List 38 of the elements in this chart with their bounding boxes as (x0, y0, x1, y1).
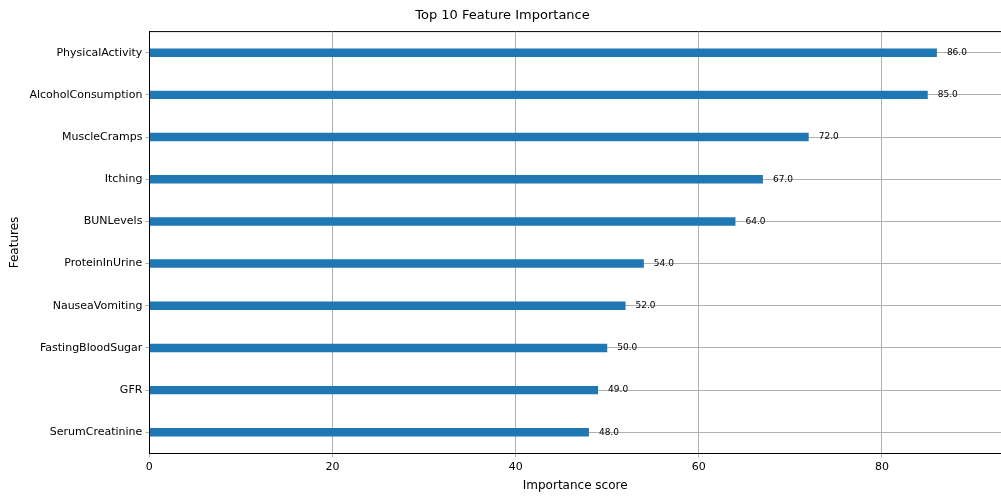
y-tick-label: AlcoholConsumption (29, 87, 143, 101)
y-tick-label: FastingBloodSugar (40, 340, 143, 354)
y-tick-label: GFR (119, 382, 143, 396)
bar (149, 301, 626, 310)
y-tick-label: MuscleCramps (61, 129, 143, 143)
data-label: 85.0 (937, 89, 959, 100)
bar (149, 428, 589, 437)
x-tick-label: 60 (691, 459, 706, 473)
data-label: 49.0 (608, 384, 629, 395)
x-tick-label: 80 (874, 459, 889, 473)
data-label: 50.0 (617, 342, 638, 353)
x-tick-label: 20 (325, 459, 340, 473)
y-tick-label: ProteinInUrine (64, 256, 143, 270)
chart-title: Top 10 Feature Importance (414, 7, 590, 23)
bar (149, 259, 644, 268)
bar (149, 90, 928, 100)
bar (149, 343, 608, 353)
data-label: 72.0 (818, 131, 840, 142)
y-tick-label: PhysicalActivity (56, 45, 143, 59)
data-label: 54.0 (653, 257, 675, 268)
bar (149, 217, 736, 226)
y-axis-title: Features (7, 216, 22, 269)
bar (149, 132, 809, 142)
x-tick-label: 40 (508, 459, 523, 473)
y-tick-label: BUNLevels (83, 214, 143, 228)
y-tick-label: SerumCreatinine (49, 425, 143, 439)
data-label: 52.0 (635, 300, 656, 311)
y-tick-label: Itching (104, 172, 143, 186)
bar (149, 48, 937, 57)
x-tick-label: 0 (145, 459, 153, 473)
data-label: 48.0 (598, 426, 620, 437)
y-tick-label: NauseaVomiting (52, 298, 143, 312)
data-label: 86.0 (946, 47, 968, 58)
bar (149, 385, 599, 395)
data-label: 67.0 (772, 173, 794, 184)
x-axis-title: Importance score (522, 477, 628, 492)
data-label: 64.0 (745, 215, 766, 226)
bar (149, 175, 763, 184)
